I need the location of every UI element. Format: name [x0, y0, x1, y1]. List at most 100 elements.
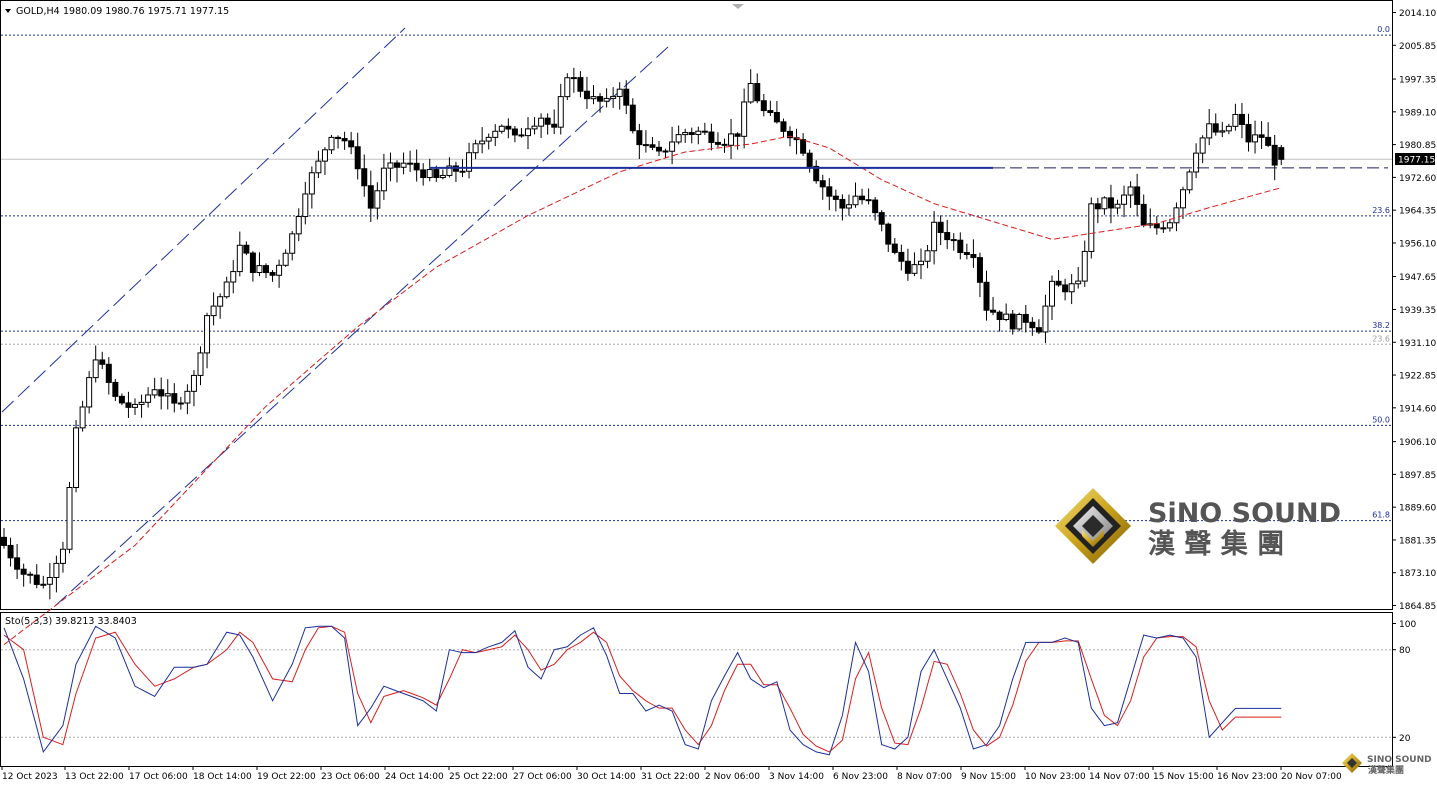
candle-bearish[interactable] — [1258, 134, 1265, 138]
candle-bearish[interactable] — [656, 146, 662, 152]
candle-bearish[interactable] — [813, 165, 820, 182]
candle-bullish[interactable] — [145, 394, 152, 403]
candle-bullish[interactable] — [276, 264, 283, 276]
candle-bearish[interactable] — [33, 574, 40, 585]
candle-bearish[interactable] — [1, 536, 7, 546]
candle-bearish[interactable] — [649, 144, 656, 148]
candle-bullish[interactable] — [485, 136, 492, 142]
candle-bullish[interactable] — [210, 305, 217, 317]
candle-bullish[interactable] — [459, 170, 466, 173]
candle-bullish[interactable] — [564, 77, 571, 98]
candle-bearish[interactable] — [826, 186, 833, 197]
candle-bearish[interactable] — [243, 244, 250, 254]
candle-bearish[interactable] — [420, 169, 427, 179]
candle-bearish[interactable] — [118, 395, 125, 404]
candle-bearish[interactable] — [413, 162, 420, 171]
symbol-dropdown-icon[interactable] — [5, 9, 11, 13]
candle-bearish[interactable] — [348, 140, 355, 148]
candle-bearish[interactable] — [112, 381, 119, 397]
candle-bearish[interactable] — [1140, 203, 1147, 226]
candle-bearish[interactable] — [1107, 197, 1114, 209]
candle-bullish[interactable] — [610, 95, 617, 99]
candle-bearish[interactable] — [367, 185, 374, 209]
candle-bullish[interactable] — [1075, 280, 1082, 285]
candle-bullish[interactable] — [204, 315, 211, 354]
candle-bullish[interactable] — [86, 377, 93, 408]
candle-bearish[interactable] — [249, 252, 256, 273]
candle-bullish[interactable] — [151, 389, 158, 396]
candle-bullish[interactable] — [387, 162, 394, 169]
candle-bullish[interactable] — [1127, 186, 1134, 196]
candle-bearish[interactable] — [105, 363, 112, 383]
candle-bullish[interactable] — [590, 96, 597, 100]
candle-bullish[interactable] — [1101, 197, 1108, 210]
candle-bearish[interactable] — [839, 198, 846, 209]
candle-bullish[interactable] — [1193, 152, 1200, 173]
candle-bullish[interactable] — [557, 96, 564, 128]
candle-bearish[interactable] — [14, 557, 21, 570]
candle-bearish[interactable] — [898, 251, 905, 262]
candle-bullish[interactable] — [1232, 113, 1239, 127]
candle-bullish[interactable] — [603, 97, 610, 102]
candle-bullish[interactable] — [164, 393, 171, 397]
candle-bearish[interactable] — [970, 254, 977, 259]
candle-bullish[interactable] — [282, 252, 289, 266]
candle-bullish[interactable] — [1225, 125, 1232, 132]
candle-bullish[interactable] — [321, 149, 328, 162]
candle-bearish[interactable] — [335, 136, 342, 140]
candle-bearish[interactable] — [361, 168, 368, 187]
candle-bearish[interactable] — [708, 131, 715, 143]
candle-bearish[interactable] — [904, 260, 911, 274]
candle-bullish[interactable] — [1173, 207, 1180, 224]
candle-bullish[interactable] — [1068, 283, 1075, 293]
candle-bullish[interactable] — [1081, 250, 1088, 282]
candle-bullish[interactable] — [525, 128, 531, 137]
candle-bullish[interactable] — [669, 141, 676, 152]
candle-bearish[interactable] — [505, 125, 512, 130]
candle-bearish[interactable] — [662, 150, 669, 153]
candle-bullish[interactable] — [845, 204, 852, 209]
candle-bearish[interactable] — [27, 573, 34, 576]
candle-bullish[interactable] — [223, 281, 230, 298]
candle-bearish[interactable] — [1062, 284, 1069, 293]
candle-bullish[interactable] — [741, 101, 748, 137]
candle-bullish[interactable] — [217, 296, 224, 307]
candle-bearish[interactable] — [878, 212, 885, 225]
candle-bearish[interactable] — [577, 77, 584, 92]
candle-bearish[interactable] — [787, 130, 793, 139]
candle-bearish[interactable] — [597, 96, 604, 102]
candle-bearish[interactable] — [983, 281, 990, 311]
scroll-marker-icon[interactable] — [732, 4, 744, 9]
candle-bullish[interactable] — [197, 352, 204, 376]
candle-bullish[interactable] — [439, 174, 446, 179]
candle-bullish[interactable] — [1121, 194, 1128, 205]
candle-bullish[interactable] — [1206, 123, 1213, 139]
candle-bearish[interactable] — [944, 232, 951, 241]
candle-bearish[interactable] — [394, 162, 400, 168]
candle-bearish[interactable] — [891, 243, 898, 253]
candle-bearish[interactable] — [1094, 203, 1101, 210]
candle-bearish[interactable] — [872, 199, 879, 214]
candle-bullish[interactable] — [1199, 137, 1206, 154]
candle-bullish[interactable] — [931, 221, 938, 252]
candle-bullish[interactable] — [426, 169, 433, 179]
candle-bearish[interactable] — [433, 169, 440, 179]
candle-bullish[interactable] — [190, 374, 197, 392]
candle-bullish[interactable] — [1042, 305, 1049, 333]
candle-bearish[interactable] — [1153, 223, 1160, 229]
candle-bullish[interactable] — [1166, 222, 1173, 229]
candle-bullish[interactable] — [308, 172, 315, 195]
candle-bearish[interactable] — [1245, 123, 1252, 143]
candle-bearish[interactable] — [99, 359, 106, 365]
candle-bearish[interactable] — [544, 117, 551, 125]
candle-bullish[interactable] — [1186, 171, 1193, 191]
candle-bullish[interactable] — [66, 486, 73, 550]
candle-bullish[interactable] — [400, 162, 407, 168]
oscillator-panel[interactable] — [0, 612, 1393, 767]
candle-bearish[interactable] — [1271, 144, 1278, 166]
candle-bearish[interactable] — [511, 128, 518, 136]
candle-bearish[interactable] — [551, 123, 558, 128]
candle-bullish[interactable] — [92, 359, 99, 379]
candle-bearish[interactable] — [125, 402, 132, 408]
